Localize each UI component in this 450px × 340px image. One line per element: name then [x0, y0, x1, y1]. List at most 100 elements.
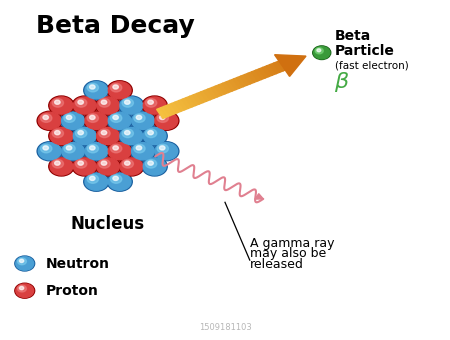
Circle shape [97, 97, 119, 114]
Circle shape [148, 161, 153, 165]
Circle shape [85, 143, 108, 160]
Circle shape [108, 173, 131, 190]
Circle shape [154, 142, 179, 161]
Circle shape [64, 144, 75, 153]
Circle shape [52, 99, 63, 107]
Circle shape [108, 143, 131, 160]
Circle shape [87, 83, 99, 92]
Circle shape [122, 99, 134, 107]
Circle shape [40, 114, 52, 122]
Circle shape [142, 96, 167, 115]
Circle shape [15, 256, 35, 271]
Circle shape [19, 286, 24, 290]
Text: Nucleus: Nucleus [71, 216, 145, 233]
Circle shape [85, 112, 108, 129]
Circle shape [113, 176, 118, 181]
Polygon shape [160, 106, 170, 117]
Polygon shape [157, 108, 166, 118]
Circle shape [159, 115, 165, 120]
Circle shape [110, 175, 122, 183]
Circle shape [130, 111, 156, 130]
Polygon shape [201, 90, 211, 101]
Polygon shape [204, 89, 214, 100]
Circle shape [49, 126, 74, 146]
Circle shape [15, 283, 35, 298]
Circle shape [95, 157, 121, 176]
Polygon shape [255, 194, 263, 199]
Circle shape [72, 126, 97, 146]
Polygon shape [263, 66, 273, 76]
Circle shape [40, 144, 52, 153]
Polygon shape [182, 98, 192, 108]
Circle shape [101, 100, 107, 104]
Circle shape [125, 100, 130, 104]
Circle shape [50, 128, 73, 144]
Circle shape [38, 143, 61, 160]
Circle shape [49, 157, 74, 176]
Polygon shape [230, 79, 240, 89]
Circle shape [18, 258, 27, 265]
Circle shape [122, 129, 134, 138]
Circle shape [119, 126, 144, 146]
Circle shape [107, 142, 132, 161]
Circle shape [50, 97, 73, 114]
Circle shape [95, 126, 121, 146]
Circle shape [85, 82, 108, 99]
Circle shape [142, 157, 167, 176]
Text: released: released [250, 258, 304, 271]
Circle shape [90, 115, 95, 120]
Text: Particle: Particle [335, 44, 395, 58]
Text: Beta Decay: Beta Decay [36, 14, 195, 38]
Circle shape [131, 143, 154, 160]
Circle shape [84, 142, 109, 161]
Circle shape [84, 172, 109, 191]
Circle shape [84, 81, 109, 100]
Circle shape [107, 81, 132, 100]
Circle shape [54, 131, 60, 135]
Circle shape [134, 114, 145, 122]
Polygon shape [259, 67, 269, 78]
Polygon shape [248, 72, 258, 82]
Circle shape [38, 112, 61, 129]
Polygon shape [252, 70, 261, 81]
Circle shape [131, 112, 154, 129]
Polygon shape [186, 96, 196, 107]
Circle shape [110, 114, 122, 122]
Circle shape [107, 111, 132, 130]
Circle shape [87, 175, 99, 183]
Circle shape [145, 129, 157, 138]
Polygon shape [212, 86, 221, 97]
Circle shape [43, 115, 49, 120]
Circle shape [157, 114, 168, 122]
Circle shape [120, 128, 143, 144]
Polygon shape [226, 81, 236, 91]
Circle shape [62, 143, 85, 160]
Circle shape [99, 159, 110, 168]
Polygon shape [274, 62, 284, 72]
Circle shape [142, 126, 167, 146]
Circle shape [145, 99, 157, 107]
Circle shape [108, 112, 131, 129]
Circle shape [90, 85, 95, 89]
Circle shape [87, 114, 99, 122]
Text: Neutron: Neutron [46, 256, 110, 271]
Circle shape [148, 100, 153, 104]
Circle shape [52, 129, 63, 138]
Circle shape [73, 158, 96, 175]
Circle shape [143, 158, 166, 175]
Circle shape [19, 259, 24, 262]
Polygon shape [237, 76, 247, 87]
Circle shape [54, 161, 60, 165]
Circle shape [54, 100, 60, 104]
Circle shape [145, 159, 157, 168]
Circle shape [143, 97, 166, 114]
Circle shape [43, 146, 49, 150]
Circle shape [66, 115, 72, 120]
Polygon shape [193, 94, 203, 104]
Circle shape [64, 114, 75, 122]
Circle shape [119, 96, 144, 115]
Circle shape [154, 111, 179, 130]
Circle shape [78, 100, 83, 104]
Circle shape [130, 142, 156, 161]
Circle shape [314, 47, 330, 59]
